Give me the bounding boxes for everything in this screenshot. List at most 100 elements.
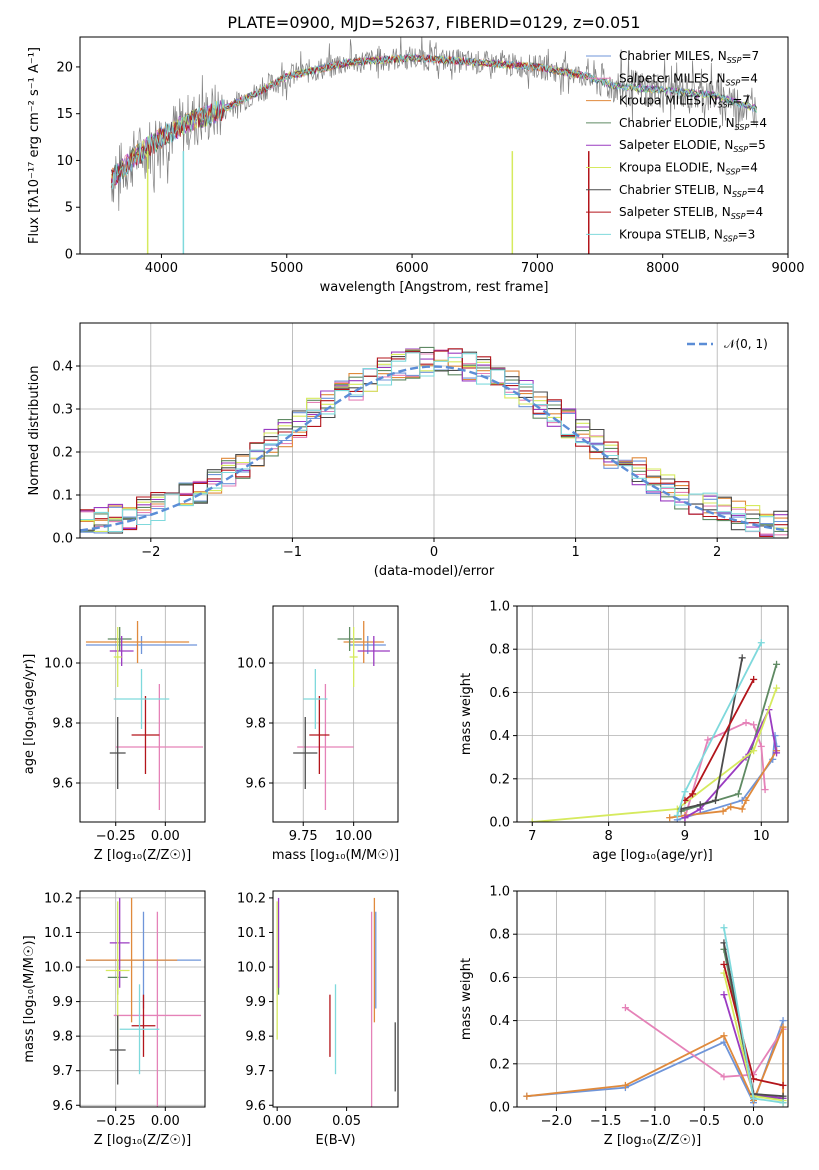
- y-tick-label: 9.7: [52, 1064, 73, 1079]
- y-axis-label: mass [log₁₀(M/M☉)]: [22, 935, 37, 1062]
- x-tick-label: 0.00: [151, 829, 180, 844]
- panel-age_vs_mass: 9.75 10.00 9.6 9.8 10.0 mass [log₁₀(M/M☉)]: [237, 605, 399, 863]
- legend-label-main: Chabrier MILES, N: [619, 49, 727, 63]
- y-tick-label: 10.0: [237, 961, 266, 976]
- legend-label-count: =4: [745, 205, 763, 219]
- x-tick-label: 5000: [270, 261, 303, 276]
- y-tick-label: 0.8: [489, 928, 510, 943]
- x-tick-label: 0: [430, 545, 438, 560]
- y-tick-label: 0.0: [489, 816, 510, 831]
- legend-label-count: =7: [732, 94, 750, 108]
- y-tick-label: 0.6: [489, 686, 510, 701]
- histogram-salpeter_stelib: [80, 348, 788, 537]
- y-axis-label: Flux [fλ10⁻¹⁷ erg cm⁻² s⁻¹ A⁻¹]: [27, 47, 42, 244]
- panel-weight_vs_age: 7 8 9 10 0.0 0.2 0.4 0.6 0.8 1.0 age [log₁₀(age/yr…: [459, 600, 789, 863]
- y-tick-label: 0.0: [489, 1101, 510, 1116]
- y-tick-label: 1.0: [489, 600, 510, 615]
- axes-frame: [516, 605, 789, 823]
- axes-frame: [272, 890, 399, 1108]
- panel-mass_vs_ebv: 0.00 0.05 9.6 9.7 9.8 9.9 10.0 10.1 10.2 E(B-V): [237, 890, 399, 1148]
- x-tick-label: 1: [571, 545, 579, 560]
- model-spectrum-kroupa_stelib: [110, 53, 758, 189]
- legend-label-main: Kroupa MILES, N: [619, 94, 718, 108]
- x-tick-label: 8000: [646, 261, 679, 276]
- panels: 4000 5000 6000 7000 8000 900005101520waveleng…: [22, 36, 805, 1148]
- legend-label-main: Salpeter MILES, N: [619, 71, 726, 85]
- plot-area-weight_vs_Z: [523, 924, 787, 1107]
- x-tick-label: 2: [713, 545, 721, 560]
- series-line-chabrier_stelib: [680, 657, 744, 810]
- legend-label-subscript: SSP: [735, 123, 750, 132]
- y-axis-label: mass weight: [459, 958, 474, 1040]
- y-tick-label: 9.9: [52, 995, 73, 1010]
- panel-weight_vs_Z: −2.0 −1.5 −1.0 −0.5 0.0 0.0 0.2 0.4 0.6 0.8 1.0 Z […: [459, 885, 789, 1148]
- y-tick-label: 9.8: [245, 717, 266, 732]
- legend-label-kroupa_elodie: Kroupa ELODIE, NSSP=4: [619, 161, 758, 177]
- x-tick-label: −1.5: [590, 1114, 622, 1129]
- y-tick-label: 0.2: [489, 772, 510, 787]
- axes-frame: [79, 605, 206, 823]
- x-tick-label: 9: [681, 829, 689, 844]
- x-tick-label: 0.00: [263, 1114, 292, 1129]
- x-tick-label: −1: [283, 545, 302, 560]
- x-tick-label: 6000: [396, 261, 429, 276]
- y-tick-label: 9.6: [245, 1099, 266, 1114]
- legend-label-kroupa_stelib: Kroupa STELIB, NSSP=3: [619, 227, 755, 243]
- legend-label-salpeter_miles: Salpeter MILES, NSSP=4: [619, 71, 758, 87]
- legend-label-chabrier_miles: Chabrier MILES, NSSP=7: [619, 49, 759, 65]
- plot-area-weight_vs_age: [528, 639, 781, 822]
- y-tick-label: 10.1: [44, 926, 73, 941]
- legend-label-main: Salpeter STELIB, N: [619, 205, 731, 219]
- y-tick-label: 9.9: [245, 995, 266, 1010]
- legend-label-chabrier_stelib: Chabrier STELIB, NSSP=4: [619, 183, 764, 199]
- legend-label-count: =4: [749, 116, 767, 130]
- x-axis-label: mass [log₁₀(M/M☉)]: [272, 848, 399, 863]
- x-tick-label: 4000: [145, 261, 178, 276]
- legend-label-main: Kroupa STELIB, N: [619, 227, 723, 241]
- y-tick-label: 0.4: [489, 1014, 510, 1029]
- legend-label-main: Kroupa ELODIE, N: [619, 161, 726, 175]
- legend-label-subscript: SSP: [726, 168, 741, 177]
- y-tick-label: 10.0: [44, 657, 73, 672]
- x-tick-label: −0.25: [96, 1114, 136, 1129]
- y-tick-label: 0.3: [52, 403, 73, 418]
- legend-label-count: =7: [741, 49, 759, 63]
- y-axis-label: Normed distribution: [27, 366, 42, 496]
- legend-label-chabrier_elodie: Chabrier ELODIE, NSSP=4: [619, 116, 767, 132]
- y-tick-label: 15: [56, 107, 73, 122]
- y-tick-label: 0.6: [489, 971, 510, 986]
- legend-label-subscript: SSP: [727, 56, 742, 65]
- y-axis-label: age [log₁₀(age/yr)]: [22, 654, 37, 775]
- plot-area-residuals: [80, 346, 788, 538]
- legend-label-count: =3: [738, 227, 756, 241]
- y-axis-label: mass weight: [459, 673, 474, 755]
- y-tick-label: 0: [65, 248, 73, 263]
- y-tick-label: 9.8: [52, 1030, 73, 1045]
- axes-frame: [516, 890, 789, 1108]
- legend-normal-label: 𝒩(0, 1): [724, 337, 768, 351]
- x-axis-label: age [log₁₀(age/yr)]: [592, 848, 713, 863]
- legend-label-main: Chabrier STELIB, N: [619, 183, 732, 197]
- panel-mass_vs_Z: −0.25 0.00 9.6 9.7 9.8 9.9 10.0 10.1 10.2 Z [log₁…: [22, 890, 206, 1148]
- y-tick-label: 20: [56, 60, 73, 75]
- y-tick-label: 10.2: [44, 891, 73, 906]
- y-tick-label: 0.0: [52, 532, 73, 547]
- figure-title: PLATE=0900, MJD=52637, FIBERID=0129, z=0…: [227, 13, 640, 32]
- legend-label-main: Salpeter ELODIE, N: [619, 138, 733, 152]
- axes-frame: [79, 36, 789, 255]
- x-axis-label: Z [log₁₀(Z/Z☉)]: [94, 848, 191, 863]
- panel-spectrum: 4000 5000 6000 7000 8000 9000 0 5 10 15 20 waveleng…: [27, 36, 805, 295]
- legend-label-subscript: SSP: [732, 190, 747, 199]
- normal-curve: [80, 365, 788, 532]
- y-tick-label: 10.2: [237, 891, 266, 906]
- panel-residuals: −2 −1 0 1 2 0.0 0.1 0.2 0.3 0.4 (data-model)/error…: [27, 322, 789, 579]
- y-tick-label: 10.0: [44, 961, 73, 976]
- x-tick-label: 9.75: [289, 829, 318, 844]
- x-tick-label: 0.0: [743, 1114, 764, 1129]
- y-tick-label: 10: [56, 154, 73, 169]
- model-spectrum-salpeter_stelib: [110, 54, 591, 188]
- legend-label-count: =5: [748, 138, 766, 152]
- panel-age_vs_Z: −0.25 0.00 9.6 9.8 10.0 Z [log₁₀(Z/Z☉)] age [l…: [22, 605, 206, 863]
- series-line-salpeter_miles: [624, 1006, 784, 1078]
